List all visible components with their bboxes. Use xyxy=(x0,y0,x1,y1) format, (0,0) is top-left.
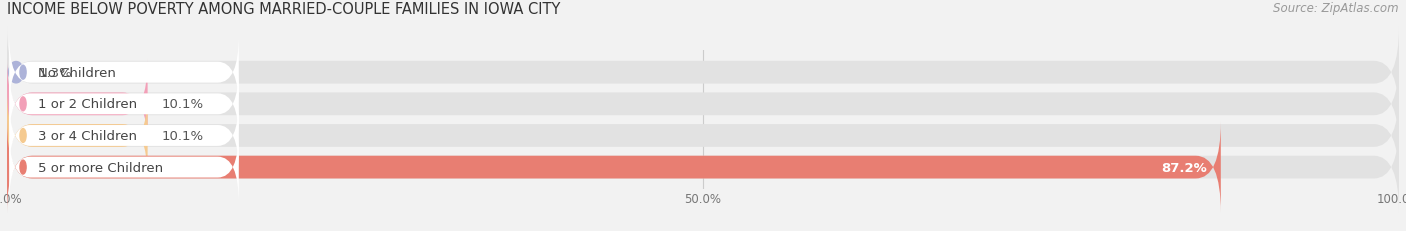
Text: Source: ZipAtlas.com: Source: ZipAtlas.com xyxy=(1274,2,1399,15)
FancyBboxPatch shape xyxy=(7,91,1399,181)
FancyBboxPatch shape xyxy=(7,61,25,84)
Text: 1.3%: 1.3% xyxy=(39,66,73,79)
Circle shape xyxy=(20,97,27,111)
FancyBboxPatch shape xyxy=(7,122,1399,213)
FancyBboxPatch shape xyxy=(7,59,1399,150)
FancyBboxPatch shape xyxy=(8,99,239,173)
Text: 10.1%: 10.1% xyxy=(162,98,204,111)
Text: No Children: No Children xyxy=(38,66,117,79)
FancyBboxPatch shape xyxy=(7,91,148,181)
Text: INCOME BELOW POVERTY AMONG MARRIED-COUPLE FAMILIES IN IOWA CITY: INCOME BELOW POVERTY AMONG MARRIED-COUPL… xyxy=(7,2,561,17)
Text: 1 or 2 Children: 1 or 2 Children xyxy=(38,98,138,111)
FancyBboxPatch shape xyxy=(8,36,239,110)
Text: 5 or more Children: 5 or more Children xyxy=(38,161,163,174)
Circle shape xyxy=(20,129,27,143)
FancyBboxPatch shape xyxy=(7,122,1220,213)
FancyBboxPatch shape xyxy=(7,59,148,150)
FancyBboxPatch shape xyxy=(8,67,239,141)
Text: 3 or 4 Children: 3 or 4 Children xyxy=(38,129,138,142)
Circle shape xyxy=(20,161,27,174)
FancyBboxPatch shape xyxy=(7,27,1399,118)
Text: 87.2%: 87.2% xyxy=(1161,161,1206,174)
FancyBboxPatch shape xyxy=(8,131,239,204)
Text: 10.1%: 10.1% xyxy=(162,129,204,142)
Circle shape xyxy=(20,66,27,80)
